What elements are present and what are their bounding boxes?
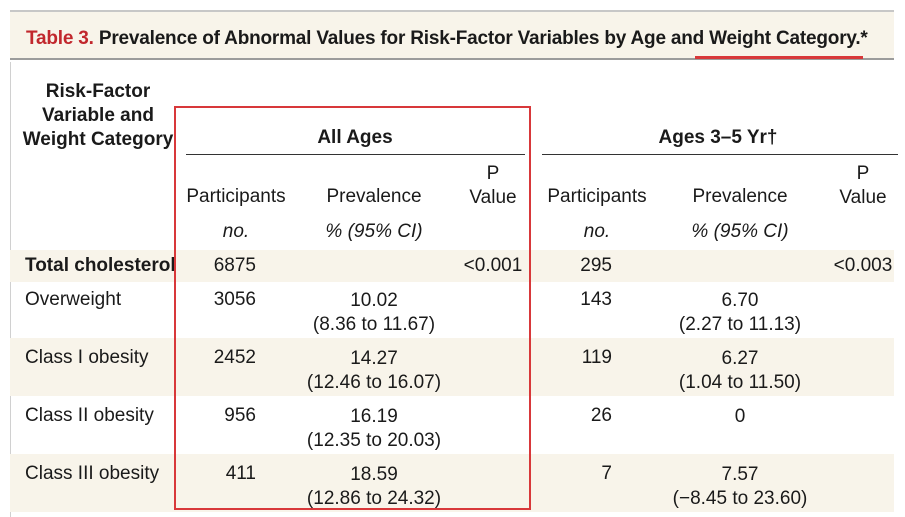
- table-title: Table 3. Prevalence of Abnormal Values f…: [26, 28, 868, 50]
- cell-participants: 26: [590, 405, 612, 426]
- prevalence-ci: (12.86 to 24.32): [306, 488, 442, 509]
- prevalence-value: 7.57: [721, 464, 759, 485]
- cell-participants: 295: [580, 255, 612, 276]
- unit-prevalence: % (95% CI): [691, 221, 789, 242]
- col-header-prevalence: Prevalence: [326, 186, 422, 207]
- col-header-p-value: P Value: [839, 162, 886, 210]
- cell-participants: 2452: [213, 347, 256, 368]
- cell-prevalence: 6.27 (1.04 to 11.50): [679, 347, 801, 395]
- prevalence-value: 0: [734, 406, 746, 427]
- row-label: Class III obesity: [25, 463, 160, 484]
- cell-prevalence: 6.70 (2.27 to 11.13): [679, 289, 801, 337]
- group-header-all-ages: All Ages: [317, 127, 393, 148]
- cell-participants: 3056: [213, 289, 256, 310]
- table-title-bar: Table 3. Prevalence of Abnormal Values f…: [10, 10, 894, 60]
- prevalence-ci: (2.27 to 11.13): [678, 314, 802, 335]
- col-header-value: Value: [839, 187, 887, 208]
- table-number: Table 3.: [26, 28, 94, 49]
- prevalence-value: 10.02: [350, 290, 398, 311]
- table-body: [10, 62, 895, 517]
- cell-prevalence: 16.19 (12.35 to 20.03): [307, 405, 441, 453]
- stub-header-line: Risk-Factor: [45, 81, 151, 102]
- col-header-participants: Participants: [547, 186, 647, 207]
- cell-participants: 956: [224, 405, 256, 426]
- row-label: Class II obesity: [25, 405, 154, 426]
- cell-participants: 6875: [213, 255, 256, 276]
- prevalence-ci: (−8.45 to 23.60): [672, 488, 808, 509]
- prevalence-value: 6.27: [721, 348, 759, 369]
- row-band-class1: [10, 338, 894, 396]
- prevalence-ci: (12.46 to 16.07): [306, 372, 442, 393]
- row-label: Class I obesity: [25, 347, 149, 368]
- cell-prevalence: 18.59 (12.86 to 24.32): [307, 463, 441, 511]
- prevalence-ci: (8.36 to 11.67): [312, 314, 436, 335]
- prevalence-ci: (12.35 to 20.03): [306, 430, 442, 451]
- cell-prevalence: 10.02 (8.36 to 11.67): [313, 289, 435, 337]
- cell-participants: 143: [580, 289, 612, 310]
- title-highlight-underline: [695, 56, 863, 59]
- cell-p-value: <0.003: [833, 255, 893, 276]
- row-band-units: [10, 250, 894, 282]
- row-label: Total cholesterol: [25, 255, 176, 276]
- prevalence-value: 14.27: [350, 348, 398, 369]
- group-rule-all-ages: [186, 154, 525, 155]
- group-rule-ages-3-5: [542, 154, 898, 155]
- cell-prevalence: 7.57 (−8.45 to 23.60): [673, 463, 808, 511]
- unit-participants: no.: [583, 221, 611, 242]
- row-label: Overweight: [25, 289, 122, 310]
- col-header-p: P: [486, 163, 500, 184]
- cell-participants: 411: [225, 463, 256, 484]
- col-header-prevalence: Prevalence: [692, 186, 788, 207]
- cell-prevalence: 14.27 (12.46 to 16.07): [307, 347, 441, 395]
- stub-header: Risk-Factor Variable and Weight Category: [18, 80, 178, 152]
- col-header-participants: Participants: [186, 186, 286, 207]
- unit-prevalence: % (95% CI): [325, 221, 423, 242]
- col-header-p-value: P Value: [469, 162, 516, 210]
- col-header-p: P: [856, 163, 870, 184]
- cell-participants: 7: [601, 463, 612, 484]
- prevalence-value: 6.70: [721, 290, 759, 311]
- table-caption: Prevalence of Abnormal Values for Risk-F…: [98, 28, 868, 49]
- unit-participants: no.: [222, 221, 250, 242]
- group-header-ages-3-5: Ages 3–5 Yr†: [658, 127, 778, 148]
- prevalence-value: 18.59: [350, 464, 398, 485]
- stub-header-line: Weight Category: [22, 129, 174, 150]
- row-band-class3: [10, 454, 894, 512]
- cell-participants: 119: [581, 347, 612, 368]
- prevalence-value: 16.19: [350, 406, 398, 427]
- all-ages-highlight-box: [174, 106, 531, 510]
- cell-p-value: <0.001: [463, 255, 523, 276]
- col-header-value: Value: [469, 187, 517, 208]
- stub-header-line: Variable and: [42, 105, 154, 126]
- cell-prevalence: 0: [735, 405, 746, 429]
- prevalence-ci: (1.04 to 11.50): [678, 372, 802, 393]
